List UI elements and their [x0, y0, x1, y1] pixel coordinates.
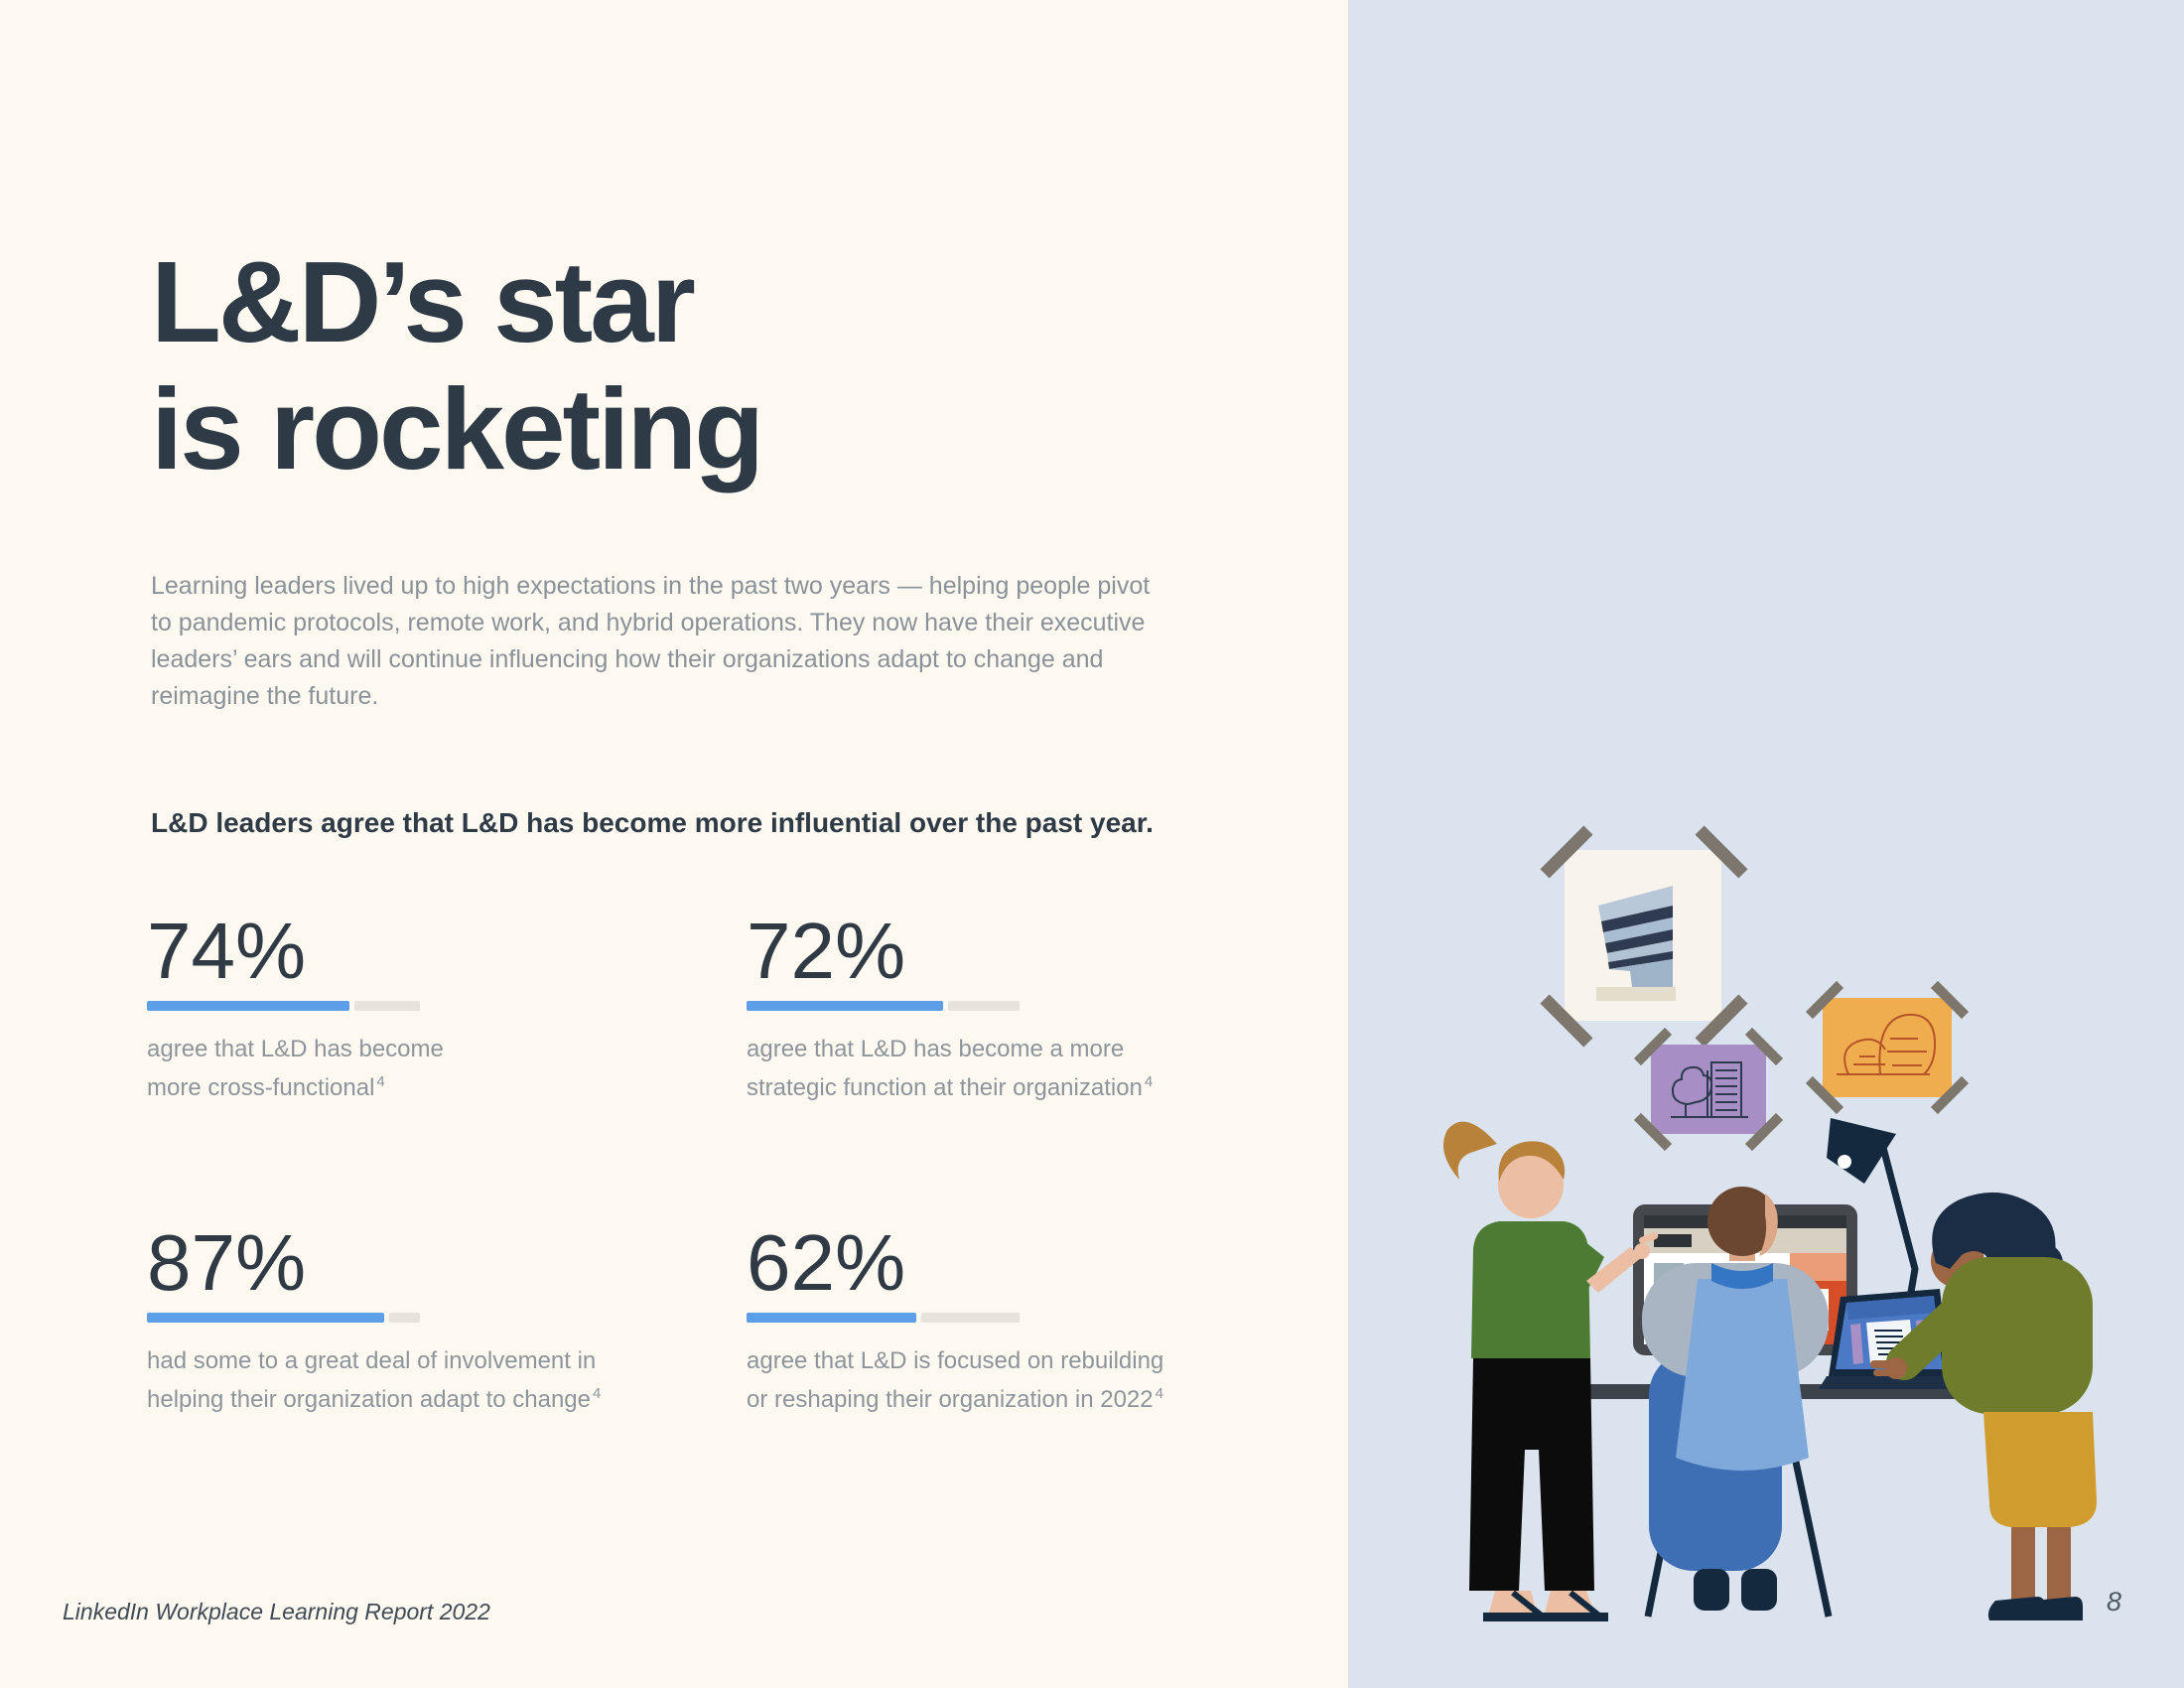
stool-leg — [1789, 1447, 1833, 1618]
hand — [1870, 1357, 1907, 1379]
footnote-marker: 4 — [376, 1073, 385, 1090]
page-title: L&D’s star is rocketing — [151, 237, 764, 493]
stat-strategic-function: 72% agree that L&D has become a more stra… — [747, 912, 1243, 1104]
shoe — [1741, 1569, 1777, 1611]
progress-bar-track — [948, 1001, 1020, 1011]
finger — [1639, 1232, 1659, 1244]
stat-value: 62% — [747, 1218, 906, 1307]
pinned-photo-landscape — [1805, 980, 1970, 1115]
stat-caption: had some to a great deal of involvement … — [147, 1347, 602, 1413]
sweater-arm — [1886, 1293, 1978, 1380]
person-left — [1443, 1121, 1659, 1621]
progress-bar-fill — [747, 1313, 916, 1323]
progress-bar-track — [353, 1001, 420, 1011]
smock — [1676, 1279, 1809, 1471]
progress-bar — [147, 1313, 420, 1323]
stat-caption: agree that L&D has become more cross-func… — [147, 1036, 444, 1101]
progress-bar-fill — [747, 1001, 943, 1011]
content-panel: L&D’s star is rocketing Learning leaders … — [0, 0, 1348, 1688]
sandal — [1541, 1613, 1608, 1621]
page-title-line1: L&D’s star — [151, 237, 696, 366]
stat-caption: agree that L&D has become a more strategi… — [747, 1036, 1154, 1101]
tape-strips — [1805, 980, 1970, 1115]
stat-involvement: 87% had some to a great deal of involvem… — [147, 1223, 643, 1416]
person-right — [1870, 1192, 2097, 1620]
intro-paragraph: Learning leaders lived up to high expect… — [151, 572, 1151, 710]
progress-bar-fill — [147, 1313, 385, 1323]
page-title-line2: is rocketing — [151, 364, 764, 493]
skirt — [1983, 1412, 2097, 1527]
sandal — [1483, 1613, 1549, 1621]
stat-caption: agree that L&D is focused on rebuilding o… — [747, 1347, 1164, 1413]
hair — [1707, 1187, 1777, 1256]
sandal-strap — [1511, 1590, 1545, 1619]
tape-strips — [1540, 825, 1748, 1048]
tape-strips — [1633, 1027, 1784, 1152]
sandal-strap — [1569, 1590, 1602, 1619]
person-center — [1642, 1187, 1833, 1618]
footnote-marker: 4 — [1144, 1073, 1154, 1090]
leg — [2047, 1527, 2071, 1601]
progress-bar — [147, 1001, 420, 1011]
key-statement: L&D leaders agree that L&D has become mo… — [151, 807, 1154, 838]
pinned-photo-city — [1633, 1027, 1784, 1152]
pinned-photo-building — [1540, 825, 1748, 1048]
stat-cross-functional: 74% agree that L&D has become more cross-… — [147, 912, 643, 1104]
progress-bar-track — [389, 1313, 420, 1323]
forearm — [1586, 1247, 1642, 1293]
footnote-marker: 4 — [1155, 1385, 1163, 1402]
shoe — [2025, 1597, 2083, 1620]
stat-rebuilding: 62% agree that L&D is focused on rebuild… — [747, 1223, 1243, 1416]
ponytail — [1443, 1121, 1497, 1180]
stat-value: 74% — [147, 907, 307, 995]
collaboration-illustration — [1443, 825, 2097, 1621]
sleeve — [1553, 1225, 1604, 1289]
illustration-panel: 8 — [1348, 0, 2184, 1688]
cheek — [1759, 1194, 1778, 1256]
page-number: 8 — [2107, 1587, 2122, 1617]
foot — [1545, 1591, 1594, 1613]
foot — [1489, 1591, 1537, 1613]
hand — [1634, 1243, 1650, 1259]
hair — [1498, 1141, 1566, 1182]
collar — [1711, 1263, 1773, 1289]
report-footer: LinkedIn Workplace Learning Report 2022 — [63, 1599, 490, 1624]
face — [1498, 1153, 1564, 1218]
stat-value: 87% — [147, 1218, 307, 1307]
leg — [2011, 1527, 2035, 1601]
progress-bar-fill — [147, 1001, 349, 1011]
sweater — [1942, 1257, 2093, 1414]
stat-value: 72% — [747, 907, 906, 995]
pants — [1469, 1358, 1594, 1591]
progress-bar — [747, 1313, 1020, 1323]
footnote-marker: 4 — [593, 1385, 602, 1402]
progress-bar — [747, 1001, 1020, 1011]
shoe — [1694, 1569, 1729, 1611]
progress-bar-track — [920, 1313, 1020, 1323]
